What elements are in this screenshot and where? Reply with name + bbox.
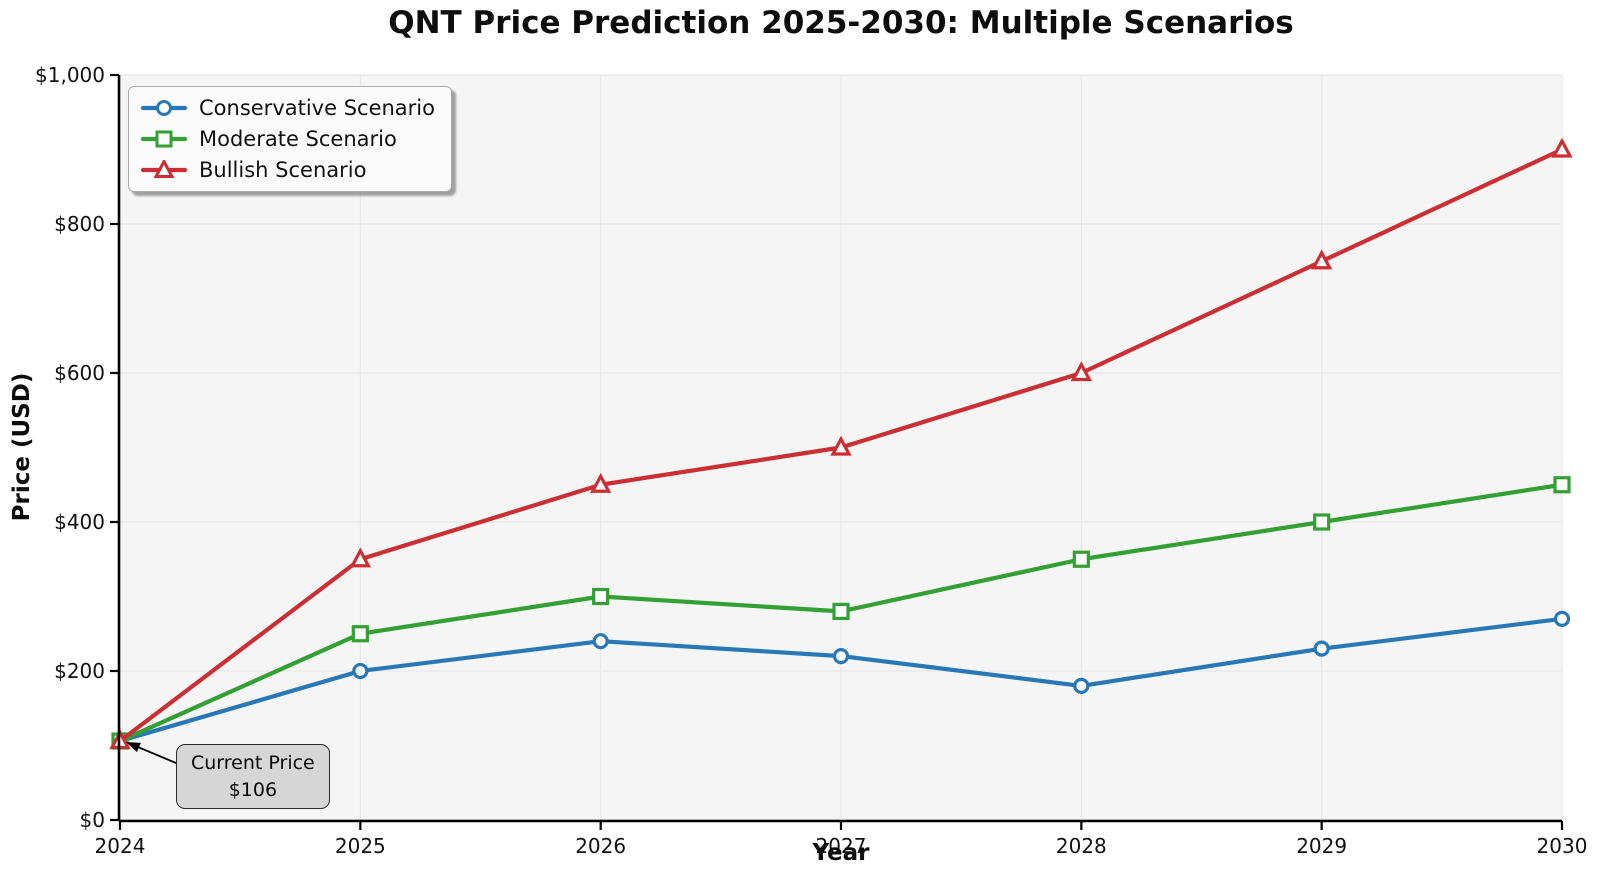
- x-tick-label: 2028: [1056, 834, 1107, 858]
- annotation-arrowhead: [126, 742, 141, 753]
- legend: Conservative Scenario Moderate Scenario …: [128, 86, 452, 192]
- triangle-marker: [590, 472, 612, 493]
- square-marker: [592, 587, 610, 606]
- legend-item-conservative: Conservative Scenario: [141, 96, 435, 120]
- x-tick-label: 2024: [95, 834, 146, 858]
- triangle-marker: [349, 547, 371, 568]
- x-tick-label: 2029: [1296, 834, 1347, 858]
- chart-title: QNT Price Prediction 2025-2030: Multiple…: [388, 5, 1294, 41]
- y-tick-label: $200: [54, 659, 105, 683]
- triangle-marker: [153, 160, 175, 178]
- circle-marker: [352, 662, 369, 680]
- moderate-line-marker-icon: [141, 130, 187, 148]
- circle-marker: [592, 633, 609, 650]
- x-axis-title: Year: [812, 840, 870, 866]
- triangle-marker: [1311, 249, 1333, 270]
- legend-item-moderate: Moderate Scenario: [141, 127, 435, 151]
- square-marker: [1553, 476, 1571, 494]
- y-tick-label: $600: [54, 361, 105, 385]
- x-tick-label: 2026: [575, 834, 626, 858]
- x-tick-label: 2027: [816, 834, 867, 858]
- annotation-line1: Current Price: [191, 752, 315, 774]
- legend-label: Moderate Scenario: [199, 127, 397, 151]
- x-tick-label: 2030: [1537, 834, 1588, 858]
- square-marker: [351, 625, 369, 643]
- circle-marker: [1313, 640, 1330, 657]
- y-axis-title: Price (USD): [9, 372, 35, 522]
- current-price-annotation: Current Price $106: [176, 744, 330, 810]
- legend-item-bullish: Bullish Scenario: [141, 158, 435, 182]
- square-marker: [1313, 513, 1331, 531]
- circle-marker: [1073, 677, 1090, 695]
- y-tick-label: $800: [54, 212, 105, 236]
- square-marker: [155, 130, 173, 148]
- circle-marker: [1553, 610, 1571, 627]
- square-marker: [1072, 550, 1090, 568]
- triangle-marker: [1551, 137, 1573, 158]
- annotation-line2: $106: [228, 778, 278, 801]
- triangle-marker: [1070, 361, 1092, 382]
- x-tick-label: 2025: [335, 834, 386, 858]
- y-tick-label: $1,000: [35, 63, 105, 87]
- y-tick-label: $400: [54, 510, 105, 534]
- circle-marker: [832, 647, 850, 665]
- triangle-marker: [830, 435, 852, 456]
- square-marker: [832, 602, 850, 621]
- conservative-line-marker-icon: [141, 100, 187, 116]
- bullish-line-marker-icon: [141, 160, 187, 178]
- y-tick-label: $0: [80, 808, 105, 832]
- legend-label: Conservative Scenario: [199, 96, 435, 120]
- legend-label: Bullish Scenario: [199, 158, 367, 182]
- circle-marker: [156, 100, 172, 116]
